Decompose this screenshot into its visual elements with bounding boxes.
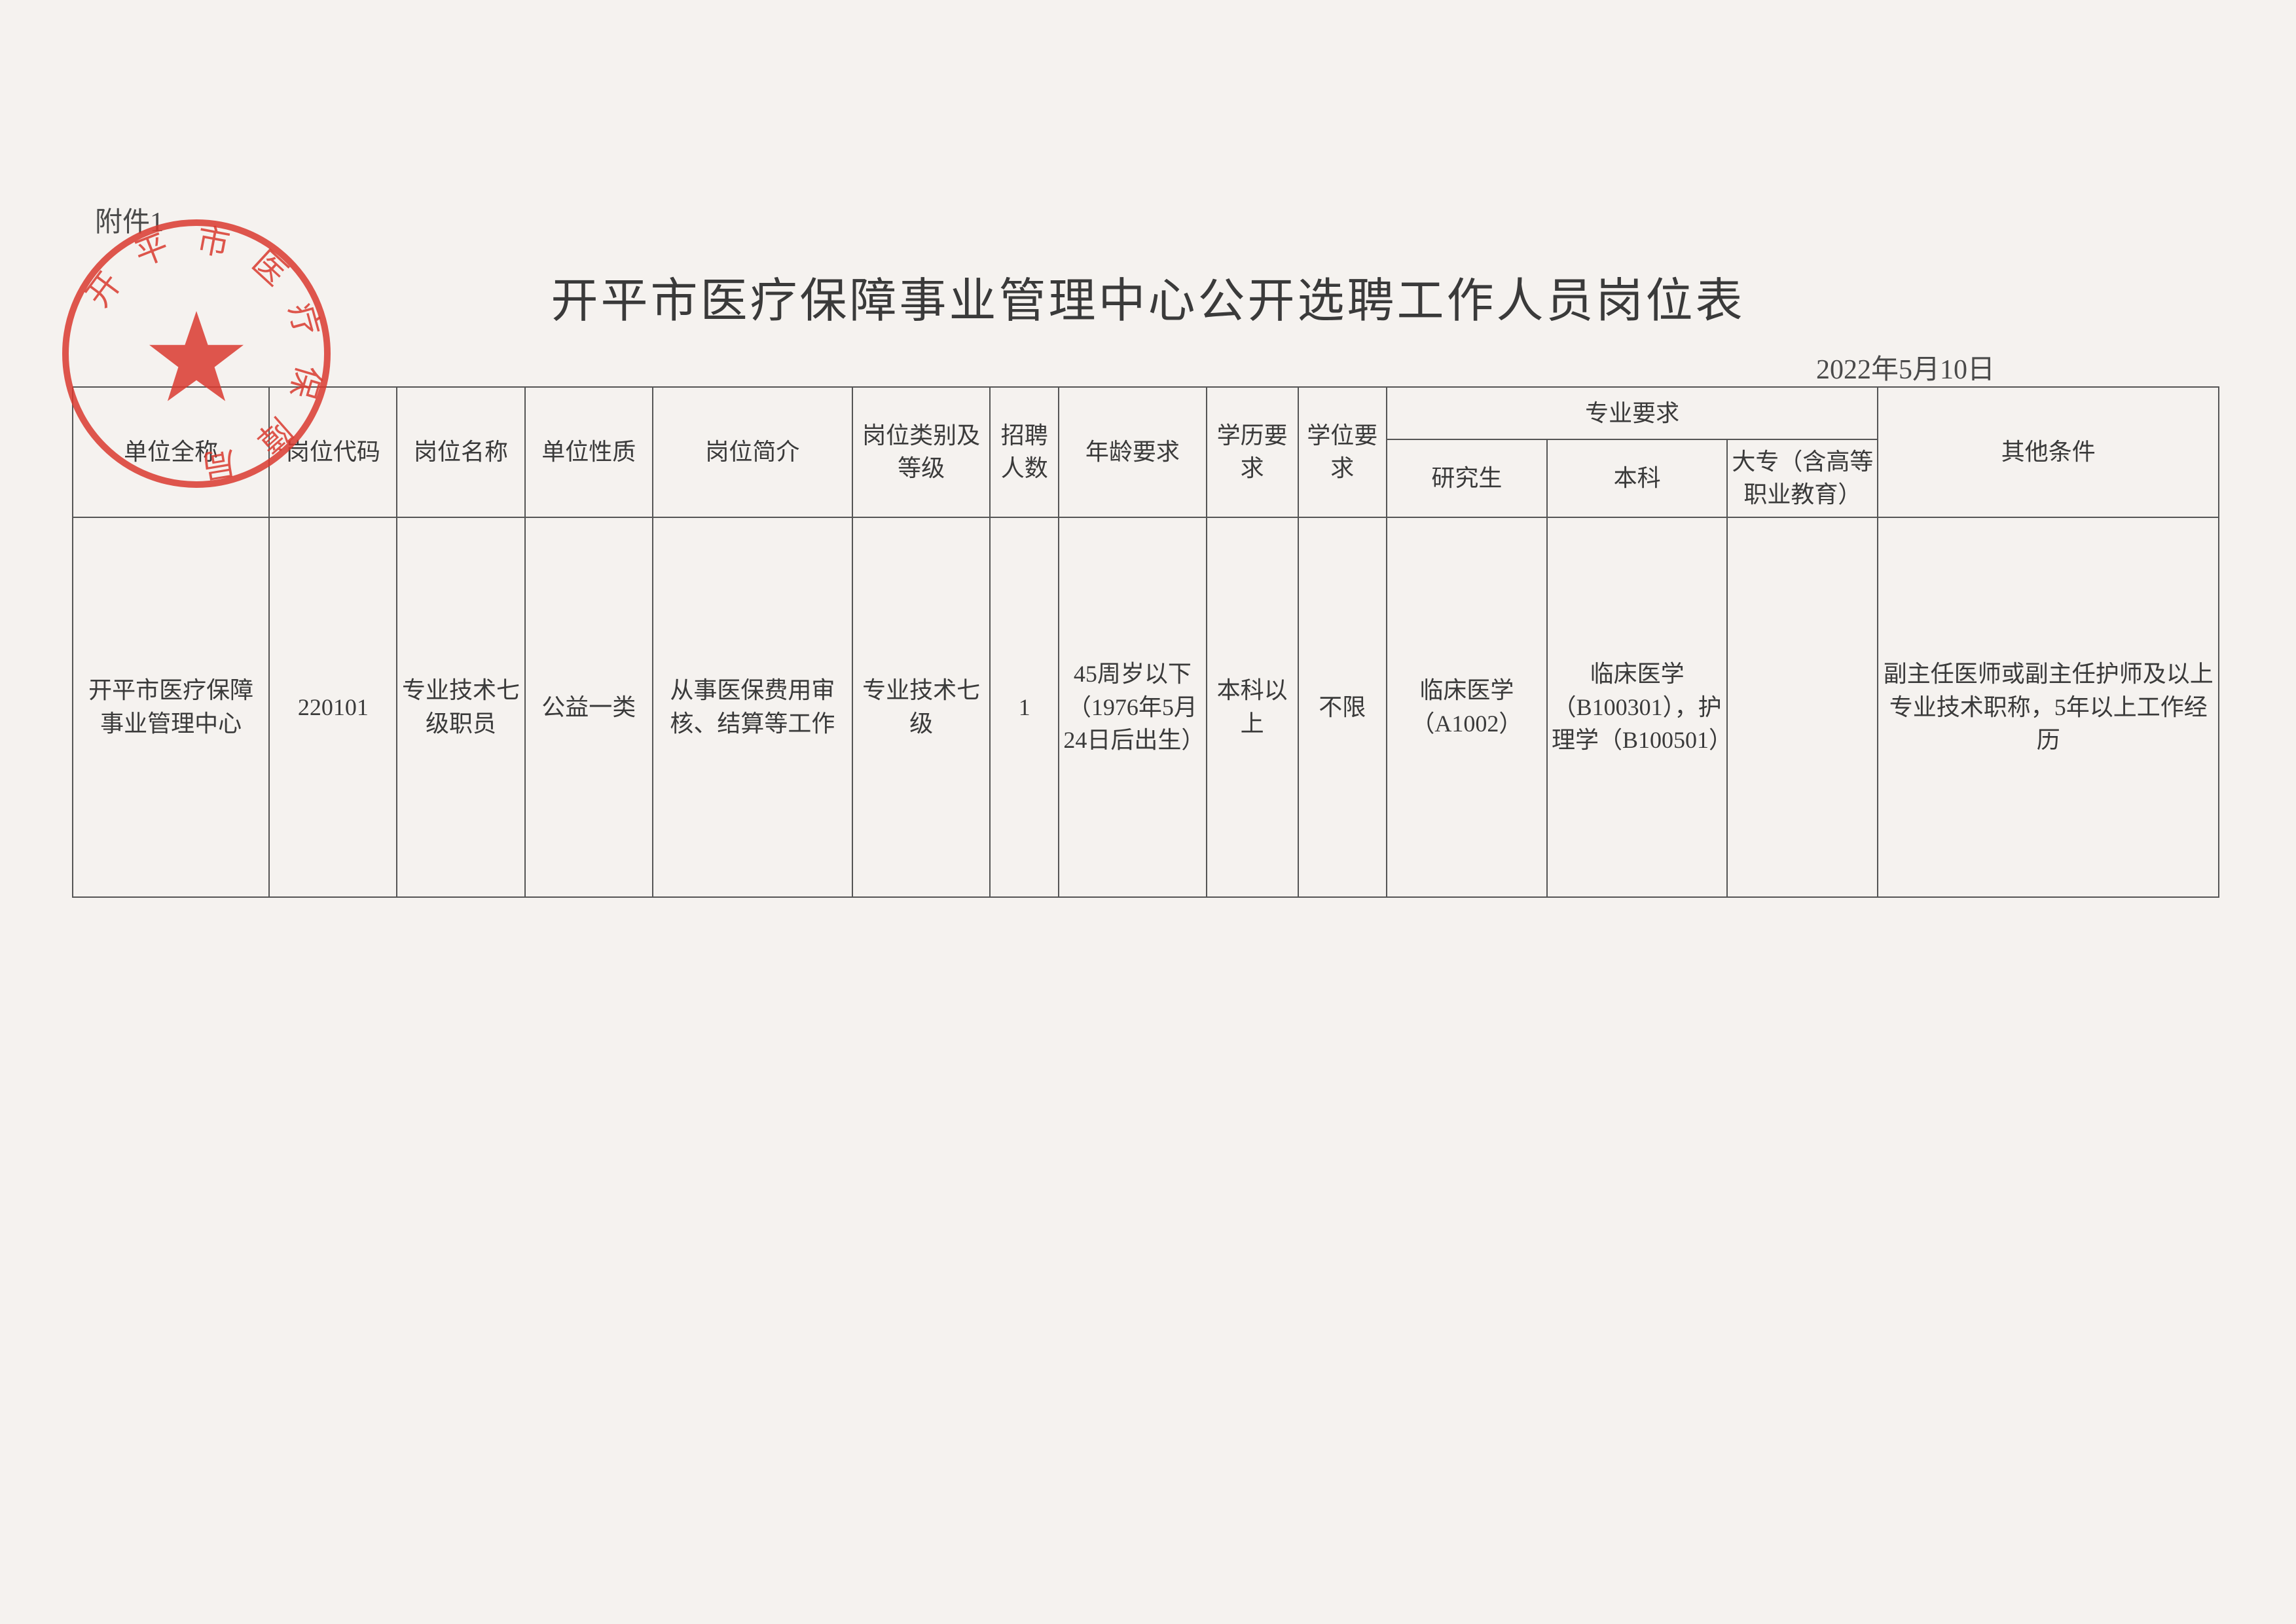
position-table-wrapper: 单位全称 岗位代码 岗位名称 单位性质 岗位简介 岗位类别及等级 招聘人数 年龄… — [72, 386, 2219, 898]
cell-associate — [1727, 517, 1878, 897]
header-unit-full-name: 单位全称 — [73, 387, 269, 517]
header-major-requirement: 专业要求 — [1387, 387, 1878, 439]
page-container: 附件1 开 平 市 医 疗 保 障 局 开平市医疗保障事业管理中心公开选聘工作人… — [0, 0, 2296, 1624]
header-other-conditions: 其他条件 — [1878, 387, 2219, 517]
header-education-requirement: 学历要求 — [1207, 387, 1298, 517]
header-unit-nature: 单位性质 — [525, 387, 653, 517]
cell-unit-nature: 公益一类 — [525, 517, 653, 897]
header-post-category-level: 岗位类别及等级 — [852, 387, 990, 517]
page-title: 开平市医疗保障事业管理中心公开选聘工作人员岗位表 — [0, 262, 2296, 331]
header-bachelor: 本科 — [1547, 439, 1727, 517]
cell-unit-full-name: 开平市医疗保障事业管理中心 — [73, 517, 269, 897]
cell-graduate: 临床医学（A1002） — [1387, 517, 1547, 897]
header-post-code: 岗位代码 — [269, 387, 397, 517]
cell-bachelor: 临床医学（B100301），护理学（B100501） — [1547, 517, 1727, 897]
table-row: 开平市医疗保障事业管理中心 220101 专业技术七级职员 公益一类 从事医保费… — [73, 517, 2219, 897]
position-table: 单位全称 岗位代码 岗位名称 单位性质 岗位简介 岗位类别及等级 招聘人数 年龄… — [72, 386, 2219, 898]
cell-education-requirement: 本科以上 — [1207, 517, 1298, 897]
attachment-label: 附件1 — [95, 200, 164, 240]
cell-post-intro: 从事医保费用审核、结算等工作 — [653, 517, 852, 897]
cell-age-requirement: 45周岁以下（1976年5月24日后出生） — [1059, 517, 1206, 897]
cell-post-name: 专业技术七级职员 — [397, 517, 524, 897]
cell-other-conditions: 副主任医师或副主任护师及以上专业技术职称，5年以上工作经历 — [1878, 517, 2219, 897]
header-associate: 大专（含高等职业教育） — [1727, 439, 1878, 517]
header-recruit-number: 招聘人数 — [990, 387, 1059, 517]
cell-recruit-number: 1 — [990, 517, 1059, 897]
cell-degree-requirement: 不限 — [1298, 517, 1387, 897]
header-age-requirement: 年龄要求 — [1059, 387, 1206, 517]
cell-post-code: 220101 — [269, 517, 397, 897]
header-degree-requirement: 学位要求 — [1298, 387, 1387, 517]
cell-post-category-level: 专业技术七级 — [852, 517, 990, 897]
header-post-name: 岗位名称 — [397, 387, 524, 517]
issue-date: 2022年5月10日 — [1816, 347, 1995, 387]
header-graduate: 研究生 — [1387, 439, 1547, 517]
table-header: 单位全称 岗位代码 岗位名称 单位性质 岗位简介 岗位类别及等级 招聘人数 年龄… — [73, 387, 2219, 517]
table-body: 开平市医疗保障事业管理中心 220101 专业技术七级职员 公益一类 从事医保费… — [73, 517, 2219, 897]
header-post-intro: 岗位简介 — [653, 387, 852, 517]
